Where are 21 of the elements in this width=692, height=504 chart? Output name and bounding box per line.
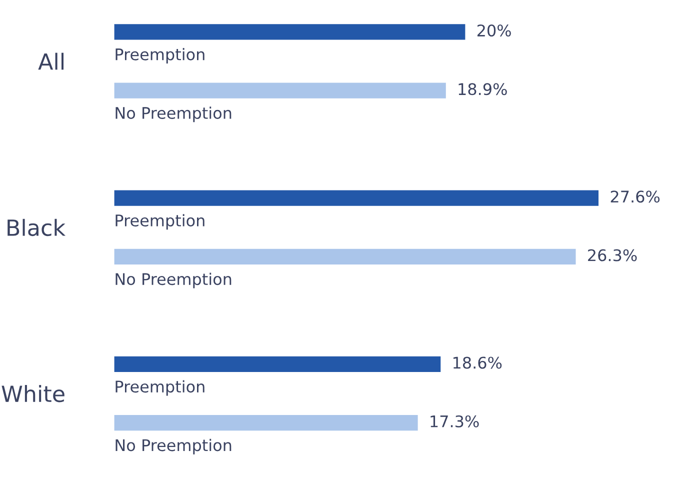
y-tick-label: All [38, 52, 64, 70]
text: Preemption [116, 380, 204, 396]
bar [114, 24, 466, 40]
bar [114, 356, 441, 372]
bar [114, 190, 599, 206]
data-label: 26.3% [588, 249, 637, 262]
data-label: 18.6% [453, 356, 502, 369]
text: Preemption [116, 214, 204, 230]
bar [114, 82, 446, 98]
data-label: 20% [477, 24, 511, 37]
bar [114, 248, 576, 264]
y-tick-label: White [2, 385, 64, 402]
text: No Preemption [116, 438, 232, 454]
data-label: 17.3% [430, 415, 479, 428]
series-label: No Preemption [116, 272, 232, 288]
bar [114, 414, 418, 431]
text: No Preemption [116, 106, 232, 122]
series-label: Preemption [116, 48, 204, 64]
data-label: 18.9% [458, 83, 507, 96]
y-tick-label: Black [8, 218, 66, 236]
data-label: 27.6% [610, 190, 660, 203]
